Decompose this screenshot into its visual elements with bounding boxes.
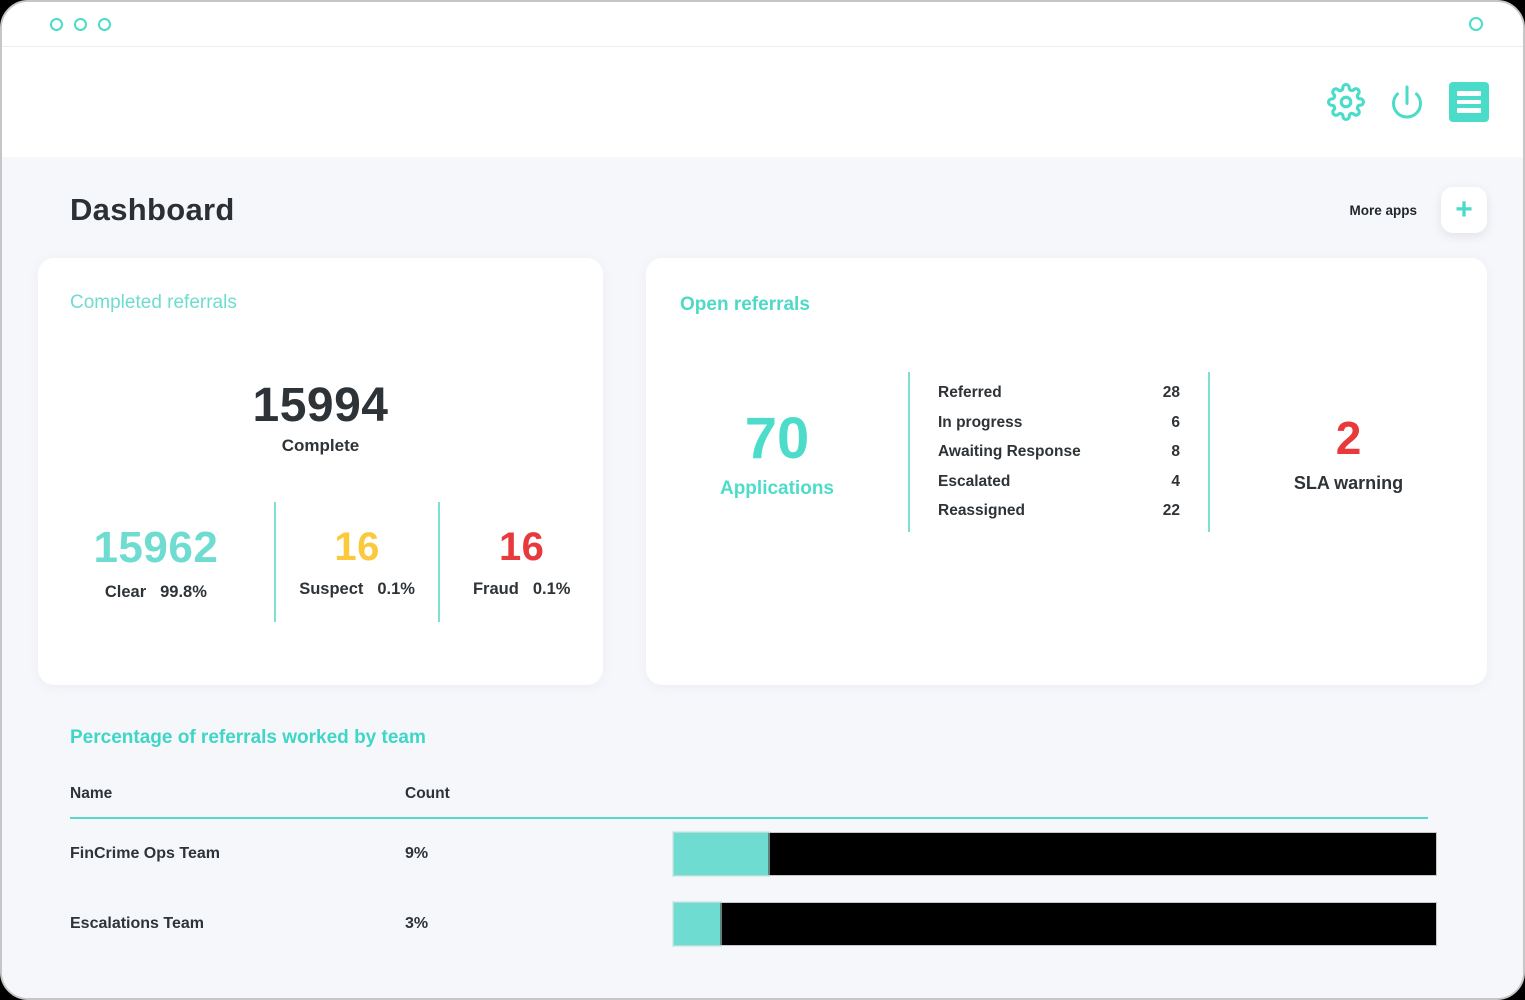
sla-warning-stat: 2 SLA warning bbox=[1210, 411, 1487, 494]
app-header bbox=[2, 47, 1523, 157]
completed-breakdown: 15962 Clear 99.8% 16 Suspect 0.1% 16 bbox=[38, 502, 603, 622]
add-app-button[interactable]: + bbox=[1441, 187, 1487, 233]
clear-label: Clear bbox=[104, 582, 147, 601]
suspect-value: 16 bbox=[334, 525, 380, 569]
applications-value: 70 bbox=[744, 405, 810, 471]
clear-value: 15962 bbox=[93, 522, 219, 572]
status-label: Awaiting Response bbox=[938, 443, 1081, 461]
status-label: Escalated bbox=[938, 472, 1011, 490]
team-name: FinCrime Ops Team bbox=[70, 845, 220, 862]
status-row: In progress 6 bbox=[938, 408, 1180, 438]
open-referrals-card: Open referrals 70 Applications Referred … bbox=[646, 258, 1487, 685]
sla-warning-value: 2 bbox=[1335, 411, 1362, 464]
settings-button[interactable] bbox=[1327, 83, 1365, 121]
completed-referrals-title: Completed referrals bbox=[70, 292, 237, 313]
status-list: Referred 28 In progress 6 Awaiting Respo… bbox=[908, 372, 1210, 532]
clear-pct: 99.8% bbox=[160, 582, 207, 601]
status-label: In progress bbox=[938, 413, 1023, 431]
completed-referrals-card: Completed referrals 15994 Complete 15962… bbox=[38, 258, 603, 685]
team-progress-bar bbox=[674, 833, 1436, 875]
window-control-dot[interactable] bbox=[98, 17, 111, 31]
page-head: Dashboard More apps + bbox=[2, 157, 1523, 233]
status-value: 6 bbox=[1171, 413, 1180, 431]
menu-button[interactable] bbox=[1449, 82, 1489, 122]
hamburger-menu-icon bbox=[1449, 82, 1489, 122]
titlebar-right-dot[interactable] bbox=[1469, 17, 1483, 31]
power-icon bbox=[1392, 85, 1422, 119]
fraud-pct: 0.1% bbox=[532, 580, 571, 598]
team-progress-fill bbox=[674, 903, 721, 945]
suspect-pct: 0.1% bbox=[377, 580, 415, 598]
table-header-rule bbox=[70, 817, 1428, 819]
more-apps-label[interactable]: More apps bbox=[1349, 202, 1417, 218]
main-content: Dashboard More apps + Completed referral… bbox=[2, 157, 1523, 998]
window-controls bbox=[50, 17, 111, 31]
logout-button[interactable] bbox=[1389, 84, 1425, 120]
suspect-label: Suspect bbox=[299, 580, 364, 598]
table-row: FinCrime Ops Team 9% bbox=[70, 819, 1436, 889]
status-row: Referred 28 bbox=[938, 378, 1180, 408]
page-title: Dashboard bbox=[70, 192, 235, 227]
status-value: 8 bbox=[1171, 443, 1180, 461]
status-value: 22 bbox=[1162, 502, 1180, 520]
team-progress-bar bbox=[674, 903, 1436, 945]
status-row: Escalated 4 bbox=[938, 467, 1180, 497]
team-name: Escalations Team bbox=[70, 915, 204, 932]
status-value: 4 bbox=[1171, 472, 1180, 490]
team-section-title: Percentage of referrals worked by team bbox=[70, 727, 426, 748]
fraud-label: Fraud bbox=[472, 580, 519, 598]
status-row: Reassigned 22 bbox=[938, 496, 1180, 526]
complete-total-label: Complete bbox=[281, 436, 360, 455]
status-label: Referred bbox=[938, 384, 1002, 402]
status-row: Awaiting Response 8 bbox=[938, 437, 1180, 467]
column-header-count: Count bbox=[405, 785, 450, 802]
clear-stat: 15962 Clear 99.8% bbox=[38, 502, 274, 622]
suspect-stat: 16 Suspect 0.1% bbox=[273, 502, 439, 622]
team-count: 9% bbox=[405, 845, 429, 862]
gear-icon bbox=[1327, 83, 1365, 121]
plus-icon: + bbox=[1455, 193, 1473, 226]
complete-total-value: 15994 bbox=[252, 379, 389, 432]
fraud-value: 16 bbox=[498, 525, 545, 569]
team-count: 3% bbox=[405, 915, 429, 932]
column-header-name: Name bbox=[70, 785, 113, 802]
window-control-dot[interactable] bbox=[50, 17, 63, 31]
window-titlebar bbox=[2, 2, 1523, 47]
team-progress-fill bbox=[674, 833, 768, 875]
team-table-header: Name Count bbox=[70, 785, 1428, 803]
table-row: Escalations Team 3% bbox=[70, 889, 1436, 959]
window-control-dot[interactable] bbox=[74, 17, 87, 31]
applications-stat: 70 Applications bbox=[646, 405, 908, 500]
status-value: 28 bbox=[1162, 384, 1180, 402]
status-label: Reassigned bbox=[938, 502, 1026, 520]
applications-label: Applications bbox=[719, 477, 834, 499]
sla-warning-label: SLA warning bbox=[1293, 472, 1404, 493]
fraud-stat: 16 Fraud 0.1% bbox=[438, 502, 603, 622]
open-referrals-title: Open referrals bbox=[680, 294, 810, 315]
